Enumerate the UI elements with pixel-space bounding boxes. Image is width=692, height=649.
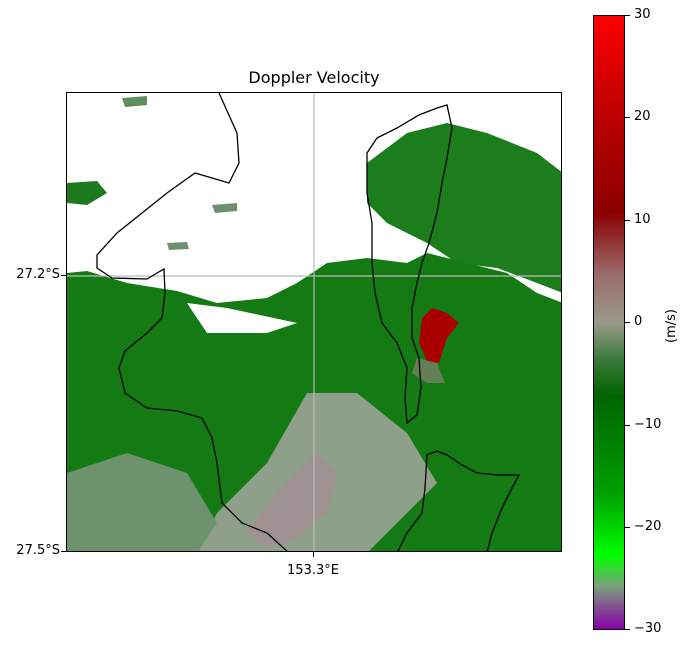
cbar-tick-label-10: 10 (634, 212, 651, 227)
velocity-echo-red-cell (419, 308, 459, 363)
velocity-echo-patch-nw (67, 181, 107, 205)
y-tick-27-5 (61, 551, 66, 552)
y-tick-27-2 (61, 275, 66, 276)
cbar-tick-minus-20 (625, 527, 630, 528)
velocity-echo-patch-w (212, 203, 237, 213)
colorbar-unit-label: (m/s) (664, 309, 679, 343)
cbar-tick-10 (625, 220, 630, 221)
x-tick-label-153-3: 153.3°E (287, 563, 339, 578)
map-title: Doppler Velocity (248, 68, 380, 87)
velocity-echo-patch-n (122, 96, 147, 107)
y-tick-label-27-5: 27.5°S (16, 543, 60, 558)
radar-map (67, 93, 561, 551)
cbar-tick-label-minus-20: −20 (634, 519, 662, 534)
x-tick-153-3 (313, 552, 314, 557)
cbar-tick-0 (625, 322, 630, 323)
velocity-echo-green-ne (367, 123, 561, 293)
velocity-echo-patch-sw (167, 242, 189, 250)
cbar-tick-30 (625, 15, 630, 16)
coastline-west (96, 93, 288, 551)
coastline-island (366, 104, 453, 425)
cbar-tick-label-20: 20 (634, 109, 651, 124)
cbar-tick-20 (625, 117, 630, 118)
y-tick-label-27-2: 27.2°S (16, 267, 60, 282)
echo-gap (187, 303, 297, 333)
coastline-south (397, 450, 521, 551)
velocity-echo-neutral-w (67, 453, 217, 551)
colorbar (593, 15, 625, 630)
cbar-tick-label-0: 0 (634, 314, 643, 329)
map-frame (66, 92, 562, 552)
cbar-tick-minus-30 (625, 629, 630, 630)
cbar-tick-label-30: 30 (634, 7, 651, 22)
cbar-tick-label-minus-10: −10 (634, 417, 662, 432)
cbar-tick-minus-10 (625, 425, 630, 426)
cbar-tick-label-minus-30: −30 (634, 621, 662, 636)
